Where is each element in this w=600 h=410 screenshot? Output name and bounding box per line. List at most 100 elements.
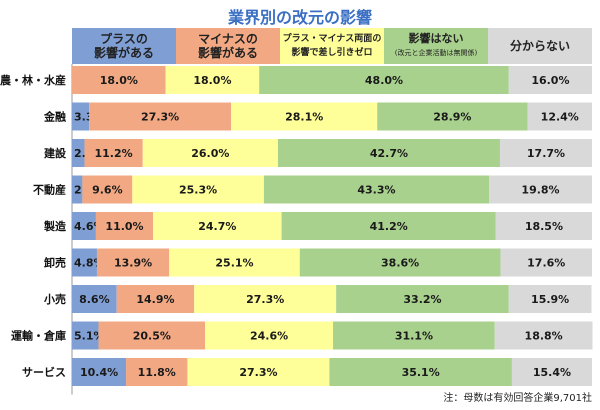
data-label: 18.0% [100, 74, 138, 87]
legend-header: プラスの 影響がある マイナスの 影響がある プラス・マイナス両面の 影響で差し… [72, 28, 592, 64]
bar-segment [72, 139, 85, 167]
data-label: 48.0% [365, 74, 403, 87]
legend-negative-line1: マイナスの [198, 32, 258, 46]
bar-segment [508, 66, 592, 94]
bar-segment [205, 321, 334, 350]
bar-segment [96, 248, 170, 277]
bar-segment [72, 175, 83, 204]
data-label: 25.3% [179, 184, 217, 197]
bar-segment [194, 285, 337, 313]
data-label: 15.9% [531, 293, 569, 306]
bar-segment [263, 175, 490, 204]
bar-segment [84, 139, 143, 167]
category-label: 製造 [43, 219, 67, 233]
data-label: 17.6% [527, 257, 565, 270]
data-label: 28.9% [433, 111, 471, 124]
data-label: 43.3% [357, 184, 395, 197]
legend-net-zero-line2: 影響で差し引きゼロ [291, 48, 373, 58]
footnote: 注：母数は有効回答企業9,701社 [443, 393, 592, 404]
data-label: 20.5% [133, 330, 171, 343]
chart-title: 業界別の改元の影響 [227, 8, 372, 27]
data-label: 25.1% [215, 257, 253, 270]
bar-segment [72, 66, 166, 94]
legend-net-zero-line1: プラス・マイナス両面の [282, 34, 382, 44]
bar-segment [153, 212, 282, 240]
legend-no-impact: 影響はない (改元と企業活動は無関係) [384, 28, 488, 64]
bar-segment [72, 285, 117, 313]
category-label: 金融 [43, 110, 66, 124]
data-label: 9.6% [92, 184, 123, 197]
data-label: 27.3% [246, 293, 284, 306]
data-label: 42.7% [370, 147, 408, 160]
data-label: 18.5% [525, 220, 563, 233]
bar-segment [495, 212, 592, 240]
bar-segment [169, 248, 300, 277]
data-label: 11.8% [138, 366, 176, 379]
data-label: 27.3% [239, 366, 277, 379]
data-label: 28.1% [285, 111, 323, 124]
bar-segment [336, 285, 509, 313]
category-label: サービス [22, 365, 66, 379]
legend-positive-line1: プラスの [100, 32, 148, 46]
bar-segment [508, 285, 592, 313]
bar-segment [499, 139, 592, 167]
data-label: 5.1% [74, 330, 105, 343]
bar-segment [132, 175, 264, 204]
category-label: 運輸・倉庫 [11, 329, 66, 343]
legend-no-impact-line2: (改元と企業活動は無関係) [394, 49, 478, 57]
data-label: 11.0% [105, 220, 143, 233]
bar-segment [72, 248, 97, 277]
category-label: 卸売 [44, 256, 66, 270]
bar-segment [165, 66, 260, 94]
data-label: 11.2% [95, 147, 133, 160]
bar-segment [89, 102, 232, 131]
bar-segment [329, 358, 512, 386]
bar-segment [82, 175, 133, 204]
data-label: 41.2% [370, 220, 408, 233]
data-label: 12.4% [541, 111, 579, 124]
bar-segment [277, 139, 500, 167]
bar-segment [72, 212, 96, 240]
bar-segment [142, 139, 278, 167]
legend-no-impact-line1: 影響はない [408, 32, 464, 45]
data-label: 14.9% [136, 293, 174, 306]
data-label: 16.0% [531, 74, 569, 87]
data-label: 8.6% [79, 293, 110, 306]
legend-net-zero: プラス・マイナス両面の 影響で差し引きゼロ [280, 28, 384, 64]
bar-segment [377, 102, 528, 131]
legend-negative: マイナスの 影響がある [176, 28, 280, 64]
bar-segment [489, 175, 592, 204]
bar-segment [527, 102, 592, 131]
legend-negative-line2: 影響がある [197, 46, 258, 60]
data-label: 17.7% [527, 147, 565, 160]
bar-segment [72, 102, 90, 131]
data-label: 19.8% [521, 184, 559, 197]
bar-segment [98, 321, 206, 350]
bar-segment [500, 248, 592, 277]
category-label: 不動産 [33, 183, 66, 197]
bar-segment [281, 212, 496, 240]
bar-segment [333, 321, 495, 350]
legend-positive: プラスの 影響がある [72, 28, 176, 64]
category-label: 建設 [44, 146, 67, 160]
bar-segment [494, 321, 593, 350]
legend-positive-line2: 影響がある [93, 46, 154, 60]
bar-segment [259, 66, 509, 94]
data-label: 26.0% [191, 147, 229, 160]
bar-segment [231, 102, 378, 131]
bar-segment [299, 248, 501, 277]
data-label: 18.8% [525, 330, 563, 343]
legend-unknown: 分からない [488, 28, 592, 64]
data-label: 18.0% [193, 74, 231, 87]
bar-segment [126, 358, 188, 386]
category-label: 農・林・水産 [0, 73, 66, 87]
data-label: 24.6% [250, 330, 288, 343]
bar-segment [511, 358, 592, 386]
bar-segment [95, 212, 154, 240]
bar-segment [116, 285, 195, 313]
data-label: 35.1% [402, 366, 440, 379]
data-label: 31.1% [395, 330, 433, 343]
data-label: 24.7% [198, 220, 236, 233]
category-label: 小売 [43, 292, 66, 306]
